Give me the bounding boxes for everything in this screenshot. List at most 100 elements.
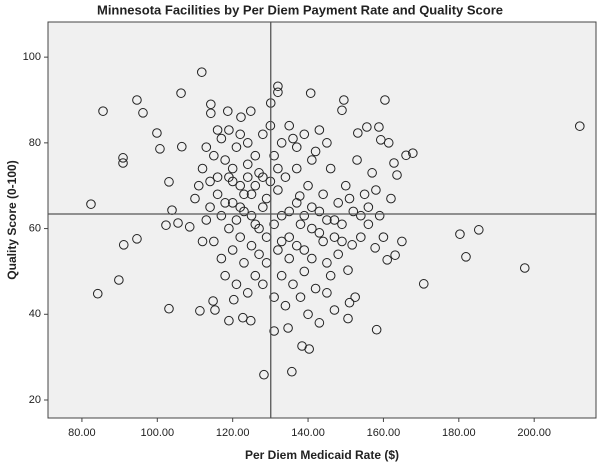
point — [418, 279, 429, 289]
y-tick-label: 20 — [29, 394, 41, 406]
point — [201, 142, 212, 152]
point — [307, 253, 317, 264]
point — [195, 306, 205, 316]
point — [258, 279, 268, 290]
point — [284, 232, 295, 242]
point — [343, 313, 353, 324]
point — [284, 206, 295, 217]
point — [155, 144, 165, 154]
point — [220, 155, 230, 165]
point — [220, 198, 230, 208]
point — [173, 218, 183, 228]
point — [239, 258, 249, 268]
point — [193, 180, 204, 191]
point — [314, 125, 325, 135]
point — [258, 129, 268, 140]
point — [235, 202, 246, 212]
point — [227, 198, 238, 208]
point — [314, 318, 325, 328]
point — [227, 163, 238, 174]
x-tick-label: 120.00 — [216, 427, 250, 439]
point — [299, 266, 310, 277]
point — [333, 249, 344, 260]
point — [371, 324, 382, 335]
x-tick-label: 140.00 — [291, 427, 325, 439]
point — [254, 249, 264, 260]
point — [206, 108, 216, 119]
point — [201, 215, 212, 225]
point — [197, 163, 208, 174]
point — [295, 292, 306, 302]
point — [114, 275, 124, 285]
point — [118, 153, 128, 163]
point — [291, 163, 302, 174]
point — [276, 138, 287, 148]
point — [461, 252, 471, 262]
point — [294, 191, 305, 201]
x-tick-label: 200.00 — [517, 427, 551, 439]
point — [303, 180, 313, 191]
point — [392, 170, 402, 180]
point — [222, 106, 233, 116]
point — [340, 180, 351, 191]
point — [245, 106, 256, 116]
point — [353, 128, 363, 138]
point — [235, 180, 246, 191]
point — [216, 133, 227, 144]
point — [337, 105, 347, 116]
point — [350, 292, 360, 302]
point — [329, 215, 340, 225]
point — [229, 294, 239, 305]
point — [242, 172, 253, 182]
point — [92, 288, 103, 299]
point — [314, 228, 325, 238]
point — [118, 158, 128, 168]
y-axis-title: Quality Score (0-100) — [5, 160, 19, 279]
point — [258, 202, 268, 212]
point — [322, 258, 332, 268]
point — [352, 155, 362, 165]
point — [288, 279, 298, 290]
point — [574, 121, 585, 131]
point — [288, 133, 298, 144]
x-tick-label: 180.00 — [442, 427, 476, 439]
point — [307, 155, 317, 165]
point — [325, 270, 336, 281]
point — [280, 300, 291, 311]
point — [224, 315, 234, 326]
point — [242, 288, 253, 298]
y-tick-label: 80 — [29, 137, 41, 149]
point — [212, 172, 223, 182]
point — [132, 234, 142, 244]
point — [359, 189, 370, 200]
chart-title: Minnesota Facilities by Per Diem Payment… — [97, 2, 503, 17]
point — [314, 206, 325, 217]
point — [273, 245, 283, 255]
point — [371, 185, 381, 195]
x-tick-label: 160.00 — [367, 427, 401, 439]
point — [310, 146, 321, 157]
point — [283, 323, 293, 333]
point — [236, 112, 246, 122]
point — [307, 223, 317, 234]
point — [291, 198, 302, 208]
x-axis-title: Per Diem Medicaid Rate ($) — [245, 448, 399, 462]
point — [280, 172, 291, 182]
point — [304, 344, 314, 354]
point — [152, 128, 162, 138]
point — [305, 88, 316, 98]
point — [347, 240, 357, 250]
point — [259, 369, 269, 380]
point — [138, 108, 148, 118]
point — [208, 296, 218, 306]
y-tick-label: 100 — [23, 51, 41, 63]
point — [184, 222, 195, 232]
point — [408, 148, 418, 158]
point — [224, 125, 234, 135]
plot-area — [47, 21, 597, 419]
point — [295, 219, 306, 230]
point — [216, 253, 227, 264]
point — [348, 206, 359, 217]
point — [98, 106, 108, 116]
point — [197, 236, 208, 247]
